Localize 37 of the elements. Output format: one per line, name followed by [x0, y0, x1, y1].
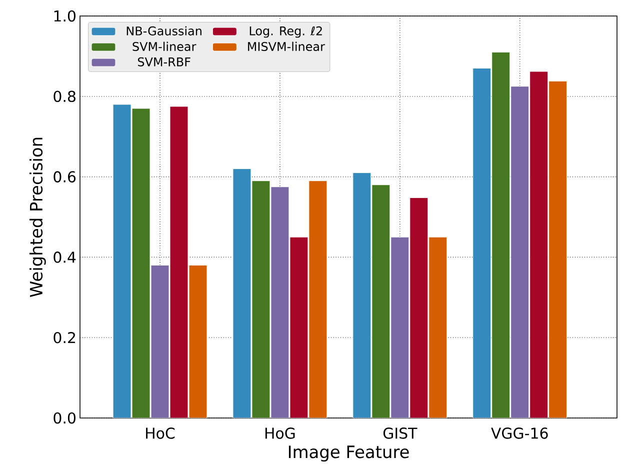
bar	[530, 71, 548, 418]
x-tick-label: GIST	[383, 428, 418, 439]
y-tick-label: 0.6	[54, 171, 76, 182]
x-tick-label: HoG	[265, 428, 295, 439]
bar	[492, 52, 510, 418]
legend-label: Log. Reg. ℓ2	[250, 26, 322, 38]
bar	[428, 237, 447, 418]
bar	[410, 198, 428, 418]
legend-label: NB-Gaussian	[126, 26, 202, 36]
bar	[132, 108, 150, 418]
x-tick-label: VGG-16	[491, 428, 548, 439]
y-tick-label: 1.0	[54, 10, 76, 22]
bar	[290, 237, 308, 418]
bar	[510, 86, 530, 418]
bar	[151, 265, 169, 418]
legend-label: SVM-RBF	[138, 57, 190, 66]
bar	[188, 265, 207, 418]
legend-label: SVM-linear	[132, 42, 196, 52]
y-tick-label: 0.0	[54, 412, 76, 424]
y-tick-label: 0.2	[54, 332, 75, 344]
bar	[352, 172, 371, 418]
bar	[113, 104, 132, 418]
x-tick-label: HoC	[146, 428, 175, 439]
legend-label: MISVM-linear	[248, 42, 325, 52]
y-axis-title: Weighted Precision	[29, 138, 46, 297]
bar	[472, 68, 492, 418]
bar	[232, 168, 251, 418]
bar	[170, 106, 188, 418]
bar	[548, 80, 568, 418]
bar	[390, 237, 409, 418]
bar	[252, 180, 270, 418]
bar	[372, 184, 390, 418]
y-tick-label: 0.4	[54, 252, 76, 263]
bar	[270, 186, 289, 418]
x-axis-title: Image Feature	[288, 446, 409, 462]
bar	[308, 180, 327, 418]
y-tick-label: 0.8	[54, 90, 76, 102]
